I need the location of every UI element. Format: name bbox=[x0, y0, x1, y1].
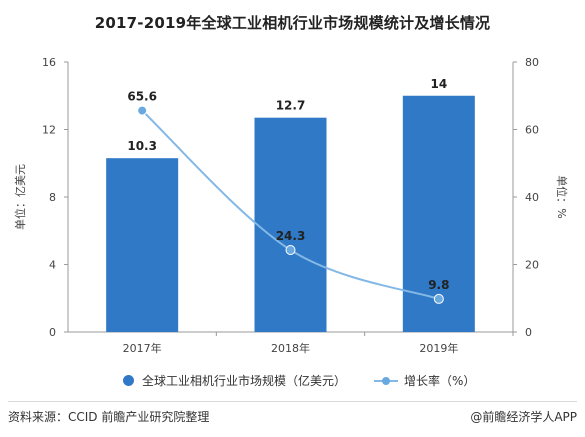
y-tick-label-left: 0 bbox=[49, 326, 56, 339]
growth-rate-point bbox=[137, 105, 148, 116]
legend: 全球工业相机行业市场规模（亿美元） 增长率（%） bbox=[0, 372, 585, 392]
bar-value-label: 12.7 bbox=[276, 99, 306, 113]
bar bbox=[106, 158, 179, 332]
legend-item-market-size: 全球工业相机行业市场规模（亿美元） bbox=[123, 372, 346, 389]
growth-rate-label: 65.6 bbox=[127, 90, 157, 104]
growth-rate-label: 9.8 bbox=[428, 278, 449, 292]
bar-swatch-icon bbox=[123, 375, 134, 386]
line-swatch-icon bbox=[374, 376, 398, 386]
y-tick-label-left: 4 bbox=[49, 259, 56, 272]
bar bbox=[254, 117, 327, 332]
x-tick-label: 2019年 bbox=[419, 341, 458, 355]
legend-label-market-size: 全球工业相机行业市场规模（亿美元） bbox=[142, 374, 347, 388]
y-tick-label-right: 40 bbox=[525, 191, 539, 204]
legend-item-growth-rate: 增长率（%） bbox=[374, 372, 475, 389]
y-axis-title-left: 单位：亿美元 bbox=[13, 164, 27, 230]
y-tick-label-right: 60 bbox=[525, 124, 539, 137]
source-note: 资料来源：CCID 前瞻产业研究院整理 bbox=[8, 410, 210, 424]
x-tick-label: 2018年 bbox=[271, 341, 310, 355]
y-axis-title-right: 单位：% bbox=[555, 175, 569, 218]
growth-rate-point bbox=[433, 293, 444, 304]
y-tick-label-right: 80 bbox=[525, 56, 539, 69]
y-tick-label-left: 12 bbox=[42, 124, 56, 137]
y-tick-label-left: 16 bbox=[42, 56, 56, 69]
brand-credit: @前瞻经济学人APP bbox=[470, 410, 577, 424]
chart-title: 2017-2019年全球工业相机行业市场规模统计及增长情况 bbox=[94, 14, 491, 32]
bar-value-label: 14 bbox=[430, 77, 447, 91]
footer-divider bbox=[8, 401, 577, 402]
y-tick-label-left: 8 bbox=[49, 191, 56, 204]
y-tick-label-right: 0 bbox=[525, 326, 532, 339]
bar-value-label: 10.3 bbox=[127, 139, 157, 153]
legend-label-growth-rate: 增长率（%） bbox=[404, 374, 476, 388]
y-tick-label-right: 20 bbox=[525, 259, 539, 272]
x-tick-label: 2017年 bbox=[123, 341, 162, 355]
growth-rate-point bbox=[285, 244, 296, 255]
growth-rate-label: 24.3 bbox=[276, 229, 306, 243]
